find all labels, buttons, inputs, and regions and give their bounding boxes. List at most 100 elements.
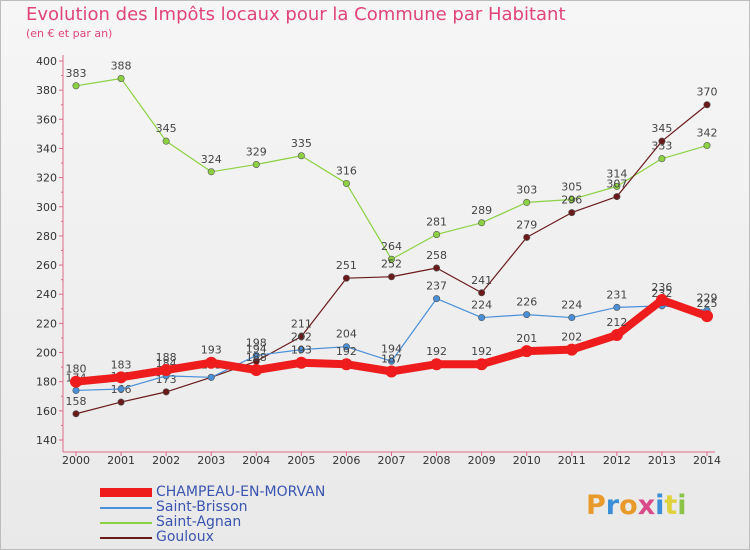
legend-swatch-champeau	[100, 488, 152, 497]
data-point	[252, 160, 260, 168]
data-point	[72, 82, 80, 90]
y-tick-label: 280	[36, 230, 57, 243]
data-label: 316	[336, 164, 357, 177]
data-label: 194	[246, 342, 267, 355]
data-point	[523, 198, 531, 206]
data-point	[115, 371, 128, 384]
logo-letter: o	[619, 490, 638, 521]
data-label: 236	[651, 281, 672, 294]
y-tick-label: 200	[36, 347, 57, 360]
data-point	[613, 182, 621, 190]
legend-label-saint-brisson: Saint-Brisson	[156, 499, 248, 515]
x-tick-label: 2005	[287, 454, 315, 467]
data-point	[475, 358, 488, 371]
data-label: 232	[651, 287, 672, 300]
data-point	[342, 343, 350, 351]
data-point	[250, 364, 263, 377]
legend-label-saint-agnan: Saint-Agnan	[156, 514, 242, 530]
x-tick-label: 2006	[332, 454, 360, 467]
data-point	[207, 168, 215, 176]
data-point	[342, 274, 350, 282]
data-label: 342	[697, 127, 718, 140]
data-point	[565, 343, 578, 356]
y-tick-label: 260	[36, 259, 57, 272]
data-point	[297, 152, 305, 160]
data-label: 345	[156, 122, 177, 135]
data-label: 333	[651, 140, 672, 153]
data-label: 251	[336, 259, 357, 272]
data-label: 225	[697, 297, 718, 310]
x-tick-label: 2004	[242, 454, 270, 467]
y-tick-label: 180	[36, 376, 57, 389]
data-point	[568, 209, 576, 217]
logo-letter: i	[677, 490, 687, 521]
x-tick-label: 2003	[197, 454, 225, 467]
data-label: 383	[66, 67, 87, 80]
data-label: 303	[516, 183, 537, 196]
data-point	[340, 358, 353, 371]
data-point	[478, 314, 486, 322]
data-label: 314	[606, 167, 627, 180]
data-point	[655, 294, 668, 307]
data-label: 264	[381, 240, 402, 253]
data-label: 212	[606, 316, 627, 329]
data-point	[117, 74, 125, 82]
data-point	[478, 289, 486, 297]
data-point	[703, 142, 711, 150]
data-point	[70, 375, 82, 388]
data-point	[433, 230, 441, 238]
data-point	[342, 179, 350, 187]
data-point	[478, 219, 486, 227]
proxiti-logo: Proxiti	[586, 490, 687, 521]
logo-letter: i	[655, 490, 665, 521]
data-point	[523, 311, 531, 319]
data-point	[520, 345, 533, 358]
legend-swatch-saint-agnan	[100, 522, 152, 524]
data-label: 188	[156, 351, 177, 364]
data-label: 335	[291, 137, 312, 150]
data-point	[205, 356, 218, 369]
data-label: 211	[291, 318, 312, 331]
data-point	[568, 314, 576, 322]
data-label: 329	[246, 145, 267, 158]
data-label: 279	[516, 218, 537, 231]
data-label: 324	[201, 153, 222, 166]
data-label: 198	[246, 336, 267, 349]
x-tick-label: 2011	[558, 454, 586, 467]
x-tick-label: 2002	[152, 454, 180, 467]
logo-letter: P	[586, 490, 606, 521]
x-tick-label: 2008	[423, 454, 451, 467]
data-label: 289	[471, 204, 492, 217]
legend-swatch-gouloux	[100, 537, 152, 539]
data-point	[295, 356, 308, 369]
data-point	[610, 329, 623, 342]
data-point	[703, 101, 711, 109]
data-point	[613, 193, 621, 201]
legend-swatch-saint-brisson	[100, 507, 152, 509]
data-label: 388	[111, 59, 132, 72]
data-label: 202	[561, 331, 582, 344]
data-point	[160, 364, 173, 377]
data-label: 226	[516, 296, 537, 309]
chart-subtitle: (en € et par an)	[26, 27, 113, 40]
data-point	[117, 398, 125, 406]
data-label: 224	[561, 299, 582, 312]
data-point	[72, 386, 80, 394]
data-label: 229	[697, 291, 718, 304]
x-tick-label: 2000	[62, 454, 90, 467]
data-label: 237	[426, 280, 447, 293]
data-point	[385, 365, 398, 378]
data-label: 305	[561, 180, 582, 193]
data-point	[387, 357, 395, 365]
data-point	[430, 358, 443, 371]
legend-label-champeau: CHAMPEAU-EN-MORVAN	[156, 484, 326, 500]
x-tick-label: 2014	[693, 454, 721, 467]
y-tick-label: 220	[36, 317, 57, 330]
x-tick-label: 2013	[648, 454, 676, 467]
data-point	[387, 273, 395, 281]
legend-label-gouloux: Gouloux	[156, 529, 214, 545]
y-tick-label: 400	[36, 55, 57, 68]
y-tick-label: 160	[36, 405, 57, 418]
x-tick-label: 2009	[468, 454, 496, 467]
